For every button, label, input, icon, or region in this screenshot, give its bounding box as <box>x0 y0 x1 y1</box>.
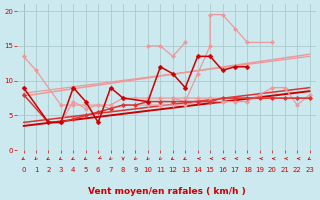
X-axis label: Vent moyen/en rafales ( km/h ): Vent moyen/en rafales ( km/h ) <box>88 187 245 196</box>
